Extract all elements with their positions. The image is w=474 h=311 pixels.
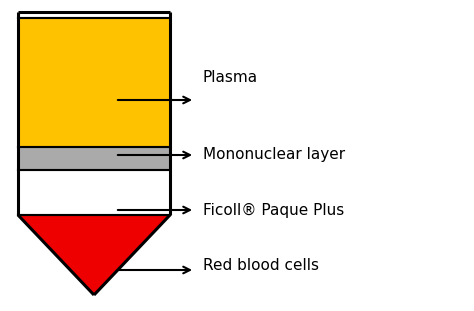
Polygon shape [18,18,170,147]
Polygon shape [18,215,170,295]
Polygon shape [18,170,170,215]
Polygon shape [18,147,170,170]
Text: Plasma: Plasma [203,71,258,86]
Text: Red blood cells: Red blood cells [203,258,319,272]
Text: Ficoll® Paque Plus: Ficoll® Paque Plus [203,202,344,217]
Text: Mononuclear layer: Mononuclear layer [203,147,345,163]
